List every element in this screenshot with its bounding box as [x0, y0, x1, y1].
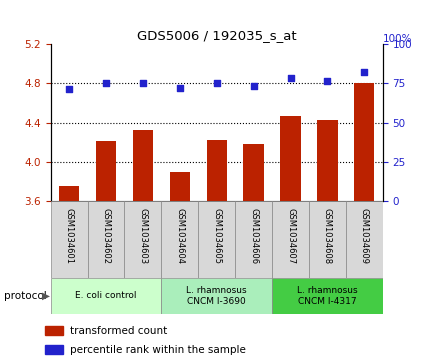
Text: percentile rank within the sample: percentile rank within the sample: [70, 345, 246, 355]
Bar: [170, 172, 190, 201]
Bar: [198, 201, 235, 278]
Point: [324, 78, 331, 84]
Bar: [280, 115, 301, 201]
Bar: [125, 201, 161, 278]
Bar: [243, 144, 264, 201]
Bar: [161, 201, 198, 278]
Point: [361, 69, 368, 75]
Bar: [51, 278, 161, 314]
Text: protocol: protocol: [4, 291, 47, 301]
Text: L. rhamnosus
CNCM I-3690: L. rhamnosus CNCM I-3690: [187, 286, 247, 306]
Title: GDS5006 / 192035_s_at: GDS5006 / 192035_s_at: [137, 29, 297, 42]
Bar: [317, 119, 337, 201]
Text: E. coli control: E. coli control: [75, 291, 137, 300]
Bar: [272, 201, 309, 278]
Point: [139, 80, 147, 86]
Text: GSM1034601: GSM1034601: [65, 208, 73, 264]
Text: 100%: 100%: [383, 33, 412, 44]
Bar: [96, 141, 116, 201]
Bar: [161, 278, 272, 314]
Point: [103, 80, 110, 86]
Bar: [354, 83, 374, 201]
Point: [176, 85, 183, 91]
Bar: [272, 278, 383, 314]
Bar: [346, 201, 383, 278]
Text: GSM1034604: GSM1034604: [175, 208, 184, 264]
Bar: [51, 201, 88, 278]
Bar: [133, 130, 153, 201]
Text: ▶: ▶: [42, 291, 50, 301]
Text: GSM1034606: GSM1034606: [249, 208, 258, 264]
Point: [213, 80, 220, 86]
Point: [287, 76, 294, 81]
Bar: [206, 140, 227, 201]
Bar: [59, 186, 79, 201]
Text: GSM1034609: GSM1034609: [360, 208, 369, 264]
Text: GSM1034607: GSM1034607: [286, 208, 295, 264]
Text: GSM1034605: GSM1034605: [212, 208, 221, 264]
Point: [66, 86, 73, 92]
Bar: [309, 201, 346, 278]
Bar: [88, 201, 125, 278]
Text: GSM1034608: GSM1034608: [323, 208, 332, 264]
Point: [250, 83, 257, 89]
Text: GSM1034603: GSM1034603: [138, 208, 147, 264]
Bar: [45, 345, 63, 354]
Text: transformed count: transformed count: [70, 326, 167, 335]
Text: GSM1034602: GSM1034602: [102, 208, 110, 264]
Bar: [45, 326, 63, 335]
Text: L. rhamnosus
CNCM I-4317: L. rhamnosus CNCM I-4317: [297, 286, 358, 306]
Bar: [235, 201, 272, 278]
